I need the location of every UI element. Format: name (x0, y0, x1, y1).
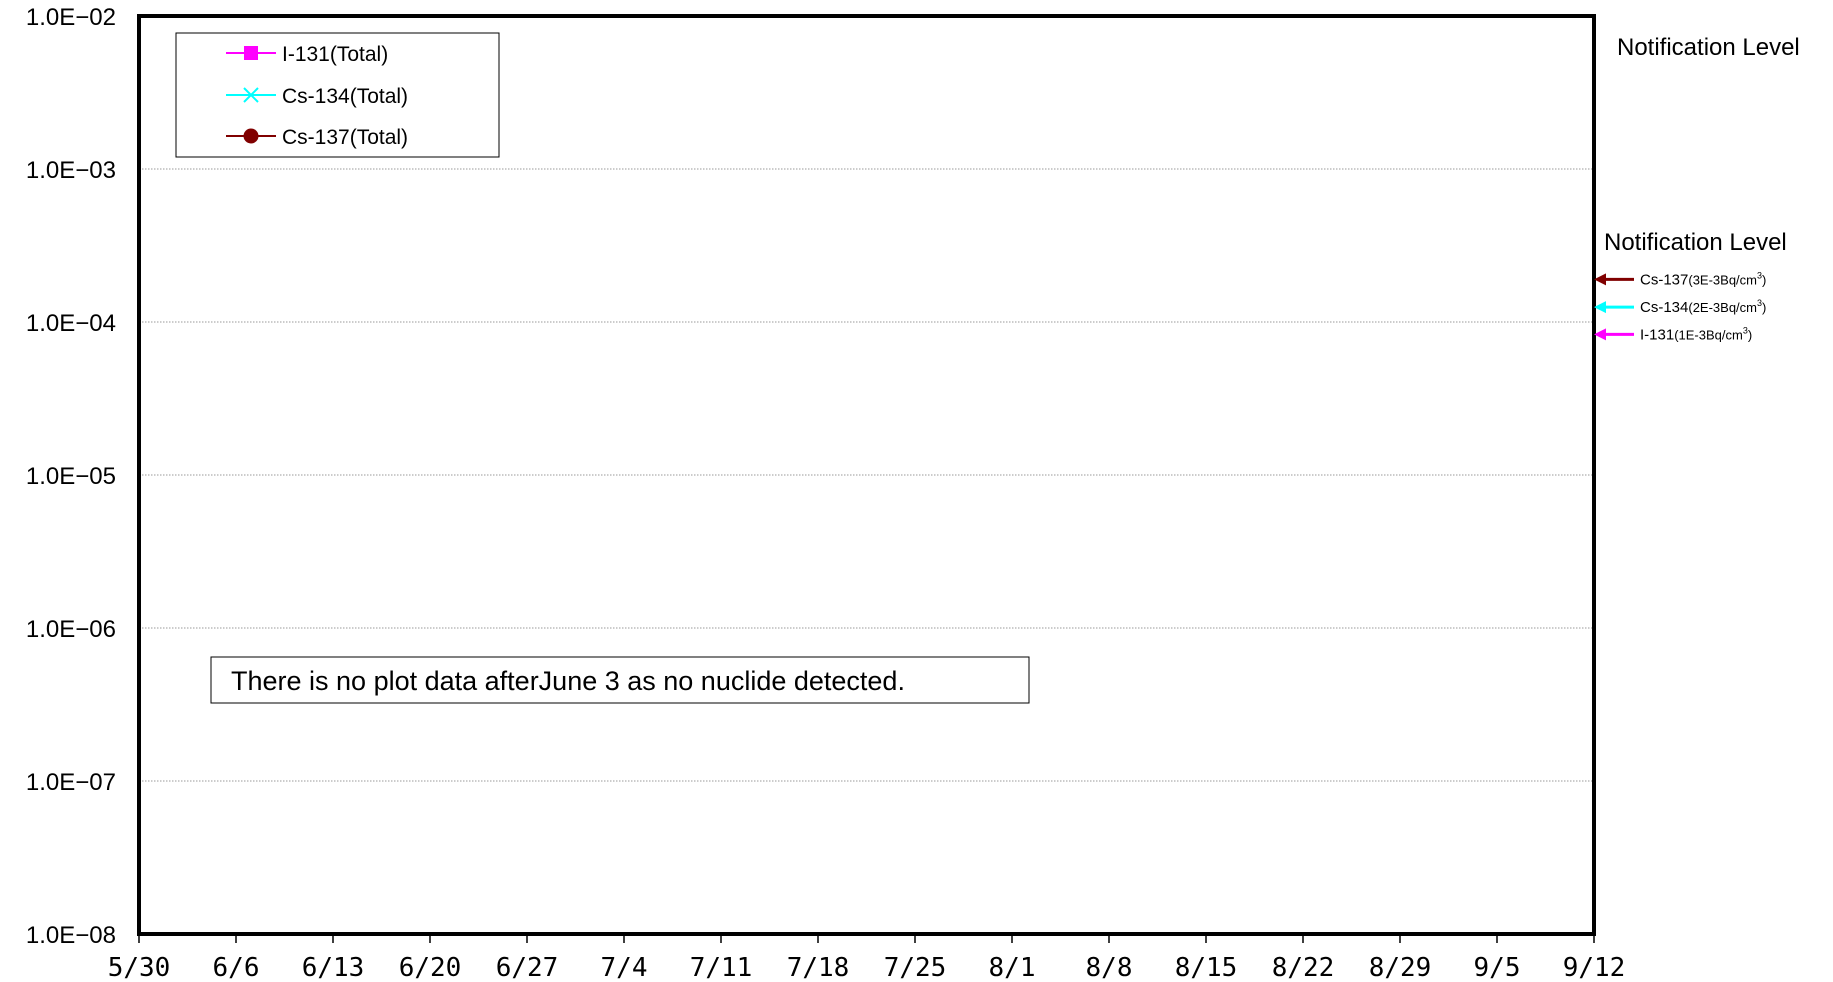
annotation-box (210, 656, 1030, 704)
y-tick-label: 1.0E−07 (26, 769, 116, 796)
arrow-left-icon (1594, 273, 1606, 286)
legend-label-cs137: Cs-137(Total) (282, 126, 408, 149)
x-tick-label: 8/29 (1369, 953, 1432, 982)
notification-level-cs-134: Cs-134(2E-3Bq/cm3) (1594, 298, 1766, 316)
y-tick-label: 1.0E−06 (26, 616, 116, 643)
notification-levels: Cs-137(3E-3Bq/cm3) Cs-134(2E-3Bq/cm3) I-13… (1594, 270, 1766, 343)
x-tick-label: 7/4 (601, 953, 648, 982)
x-tick-label: 6/13 (302, 953, 365, 982)
y-axis-ticks: 1.0E−08 1.0E−07 1.0E−06 1.0E−05 1.0E−04 1.0E−… (26, 4, 116, 949)
x-tick-label: 8/15 (1175, 953, 1238, 982)
gridlines (139, 168, 1594, 782)
x-tick-label: 7/11 (690, 953, 753, 982)
y-tick-label: 1.0E−08 (26, 922, 116, 949)
notification-level-label: I-131(1E-3Bq/cm3) (1640, 325, 1752, 343)
y-tick-label: 1.0E−04 (26, 310, 116, 337)
notification-level-title-top: Notification Level (1617, 34, 1800, 61)
x-tick-label: 8/1 (989, 953, 1036, 982)
y-tick-label: 1.0E−02 (26, 4, 116, 31)
x-marker-icon (243, 87, 259, 103)
x-tick-label: 8/8 (1086, 953, 1133, 982)
legend-label-i131: I-131(Total) (282, 43, 388, 66)
x-tick-label: 7/25 (884, 953, 947, 982)
notification-level-i-131: I-131(1E-3Bq/cm3) (1594, 325, 1752, 343)
legend: I-131(Total) Cs-134(Total) Cs-137(Total) (175, 32, 500, 158)
notification-level-cs-137: Cs-137(3E-3Bq/cm3) (1594, 270, 1766, 288)
legend-item-cs137: Cs-137(Total) (226, 126, 408, 149)
x-tick-label: 9/12 (1563, 953, 1626, 982)
x-tick-label: 6/20 (399, 953, 462, 982)
notification-level-label: Cs-137(3E-3Bq/cm3) (1640, 270, 1766, 288)
annotation-text: There is no plot data afterJune 3 as no … (231, 666, 905, 696)
legend-label-cs134: Cs-134(Total) (282, 85, 408, 108)
notification-level-title: Notification Level (1604, 229, 1787, 256)
x-tick-label: 8/22 (1272, 953, 1335, 982)
x-tick-label: 6/27 (496, 953, 559, 982)
arrow-left-icon (1594, 301, 1606, 314)
circle-marker-icon (243, 128, 259, 144)
x-tick-label: 9/5 (1474, 953, 1521, 982)
arrow-left-icon (1594, 328, 1606, 341)
square-marker-icon (244, 46, 258, 60)
legend-item-cs134: Cs-134(Total) (226, 85, 408, 108)
plot-area (137, 14, 1596, 936)
y-tick-label: 1.0E−05 (26, 463, 116, 490)
notification-level-label: Cs-134(2E-3Bq/cm3) (1640, 298, 1766, 316)
x-tick-label: 5/30 (108, 953, 171, 982)
legend-item-i131: I-131(Total) (226, 43, 388, 66)
annotation: There is no plot data afterJune 3 as no … (210, 656, 1030, 704)
x-tick-label: 7/18 (787, 953, 850, 982)
x-axis-ticks: 5/30 6/6 6/13 6/20 6/27 7/4 7/11 7/18 7/25 8/1 8/8… (108, 934, 1626, 982)
x-tick-label: 6/6 (213, 953, 260, 982)
y-tick-label: 1.0E−03 (26, 157, 116, 184)
